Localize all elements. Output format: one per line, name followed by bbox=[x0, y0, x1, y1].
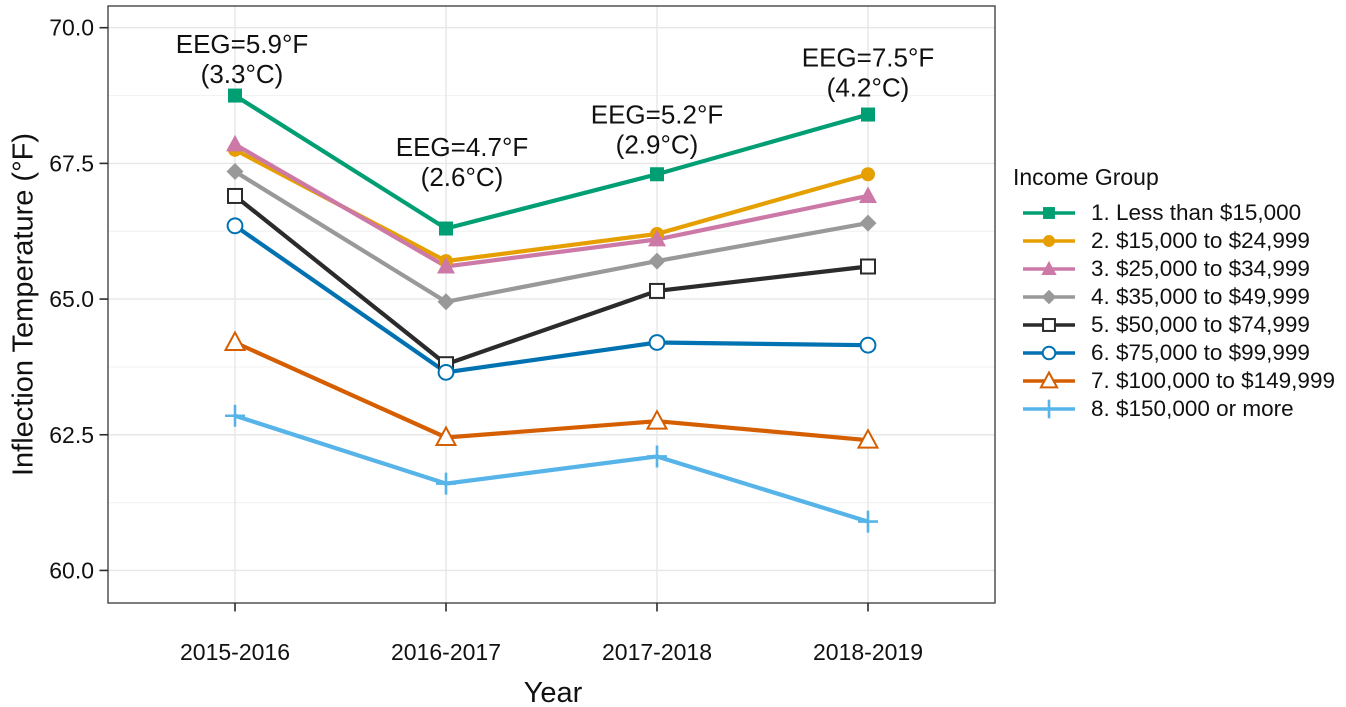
legend-item: 6. $75,000 to $99,999 bbox=[1013, 339, 1346, 367]
x-tick-label: 2017-2018 bbox=[602, 639, 712, 665]
data-point-marker-square bbox=[228, 88, 242, 103]
legend-item: 7. $100,000 to $149,999 bbox=[1013, 367, 1346, 395]
data-point-marker-square-open bbox=[227, 187, 243, 204]
data-point-marker-triangle bbox=[437, 257, 455, 274]
data-point-marker-plus bbox=[1040, 399, 1058, 419]
legend-item-label: 7. $100,000 to $149,999 bbox=[1091, 368, 1335, 393]
data-point-marker-triangle bbox=[1041, 260, 1057, 275]
eeg-annotation-label: EEG=5.9°F bbox=[176, 29, 309, 59]
data-point-marker-square bbox=[650, 167, 664, 182]
legend-item: 5. $50,000 to $74,999 bbox=[1013, 311, 1346, 339]
legend-key-triangle bbox=[1023, 260, 1075, 275]
legend-key-circle-open bbox=[1023, 345, 1075, 361]
data-point-marker-plus bbox=[858, 510, 878, 533]
x-tick-label: 2015-2016 bbox=[180, 639, 290, 665]
data-point-marker-triangle-open bbox=[645, 409, 669, 430]
x-tick-label: 2018-2019 bbox=[813, 639, 923, 665]
data-point-marker-plus bbox=[436, 472, 456, 495]
data-point-marker-triangle-open bbox=[856, 428, 880, 449]
data-point-marker-plus bbox=[225, 404, 245, 427]
data-point-marker-diamond bbox=[859, 214, 877, 232]
data-point-marker-circle bbox=[1043, 235, 1055, 247]
data-point-marker-square-open bbox=[860, 258, 876, 275]
eeg-annotation-sub: (2.6°C) bbox=[421, 162, 504, 192]
data-point-marker-diamond bbox=[1041, 289, 1057, 305]
data-point-marker-square bbox=[439, 221, 453, 236]
data-point-marker-square-open bbox=[649, 282, 665, 299]
legend-item-label: 8. $150,000 or more bbox=[1091, 396, 1294, 421]
data-point-marker-circle-open bbox=[226, 217, 244, 235]
data-point-marker-plus bbox=[647, 445, 667, 468]
eeg-annotation-label: EEG=5.2°F bbox=[591, 100, 724, 130]
legend-item: 2. $15,000 to $24,999 bbox=[1013, 227, 1346, 255]
data-point-marker-triangle-open bbox=[434, 425, 458, 446]
y-tick-label: 67.5 bbox=[49, 150, 94, 176]
data-point-marker-triangle-open bbox=[1039, 370, 1059, 389]
eeg-annotation: EEG=5.2°F(2.9°C) bbox=[591, 100, 724, 160]
data-point-marker-triangle bbox=[226, 134, 244, 152]
legend: Income Group 1. Less than $15,000 2. $15,… bbox=[1013, 164, 1346, 423]
x-tick-label: 2016-2017 bbox=[391, 639, 501, 665]
eeg-annotation-sub: (4.2°C) bbox=[827, 73, 910, 103]
legend-title: Income Group bbox=[1013, 164, 1159, 190]
legend-key-square-open bbox=[1023, 318, 1075, 332]
data-point-marker-triangle-open bbox=[223, 330, 247, 351]
legend-key-triangle-open bbox=[1023, 370, 1075, 389]
data-point-marker-circle-open bbox=[437, 363, 455, 381]
data-point-marker-circle bbox=[861, 167, 875, 182]
series-line-4 bbox=[233, 169, 869, 305]
legend-item-label: 5. $50,000 to $74,999 bbox=[1091, 312, 1310, 337]
y-tick-label: 70.0 bbox=[49, 15, 94, 41]
data-point-marker-diamond bbox=[226, 163, 244, 181]
legend-item: 3. $25,000 to $34,999 bbox=[1013, 255, 1346, 283]
legend-key-square bbox=[1023, 207, 1075, 219]
series-line-3 bbox=[233, 142, 869, 269]
x-axis-title: Year bbox=[523, 677, 583, 707]
data-point-marker-square bbox=[1043, 207, 1055, 219]
data-point-marker-circle-open bbox=[648, 334, 666, 351]
series-line-5 bbox=[233, 194, 869, 367]
legend-items: 1. Less than $15,000 2. $15,000 to $24,99… bbox=[1013, 199, 1346, 423]
panel-border bbox=[107, 5, 996, 604]
eeg-annotation-label: EEG=7.5°F bbox=[802, 43, 935, 73]
eeg-annotation: EEG=7.5°F(4.2°C) bbox=[802, 43, 935, 103]
eeg-annotation-label: EEG=4.7°F bbox=[396, 132, 529, 162]
legend-item-label: 2. $15,000 to $24,999 bbox=[1091, 228, 1310, 253]
eeg-annotation-sub: (2.9°C) bbox=[616, 130, 699, 160]
legend-item: 8. $150,000 or more bbox=[1013, 395, 1346, 423]
legend-item: 4. $35,000 to $49,999 bbox=[1013, 283, 1346, 311]
data-point-marker-square-open bbox=[1042, 318, 1056, 332]
legend-item-label: 6. $75,000 to $99,999 bbox=[1091, 340, 1310, 365]
data-point-marker-circle-open bbox=[1041, 345, 1057, 361]
legend-item-label: 4. $35,000 to $49,999 bbox=[1091, 284, 1310, 309]
y-axis-title: Inflection Temperature (°F) bbox=[7, 132, 40, 477]
eeg-annotation: EEG=4.7°F(2.6°C) bbox=[396, 132, 529, 192]
y-tick-label: 60.0 bbox=[49, 557, 94, 583]
eeg-annotation-sub: (3.3°C) bbox=[201, 59, 284, 89]
legend-key-plus bbox=[1023, 399, 1075, 419]
data-point-marker-square bbox=[861, 107, 875, 122]
series-line-7 bbox=[234, 340, 869, 443]
legend-item-label: 3. $25,000 to $34,999 bbox=[1091, 256, 1310, 281]
data-point-marker-triangle bbox=[859, 186, 877, 203]
y-tick-label: 62.5 bbox=[49, 422, 94, 448]
legend-item-label: 1. Less than $15,000 bbox=[1091, 200, 1302, 225]
legend-key-diamond bbox=[1023, 289, 1075, 305]
legend-key-circle bbox=[1023, 235, 1075, 247]
series-line-8 bbox=[234, 413, 869, 524]
plot-panel bbox=[108, 6, 995, 603]
series-line-6 bbox=[233, 224, 869, 375]
eeg-annotation: EEG=5.9°F(3.3°C) bbox=[176, 29, 309, 89]
data-point-marker-triangle bbox=[648, 229, 666, 247]
data-point-marker-diamond bbox=[437, 293, 455, 311]
series-line-1 bbox=[233, 93, 869, 231]
data-point-marker-diamond bbox=[648, 252, 666, 270]
data-point-marker-circle-open bbox=[859, 336, 877, 354]
y-tick-label: 65.0 bbox=[49, 286, 94, 312]
legend-item: 1. Less than $15,000 bbox=[1013, 199, 1346, 227]
